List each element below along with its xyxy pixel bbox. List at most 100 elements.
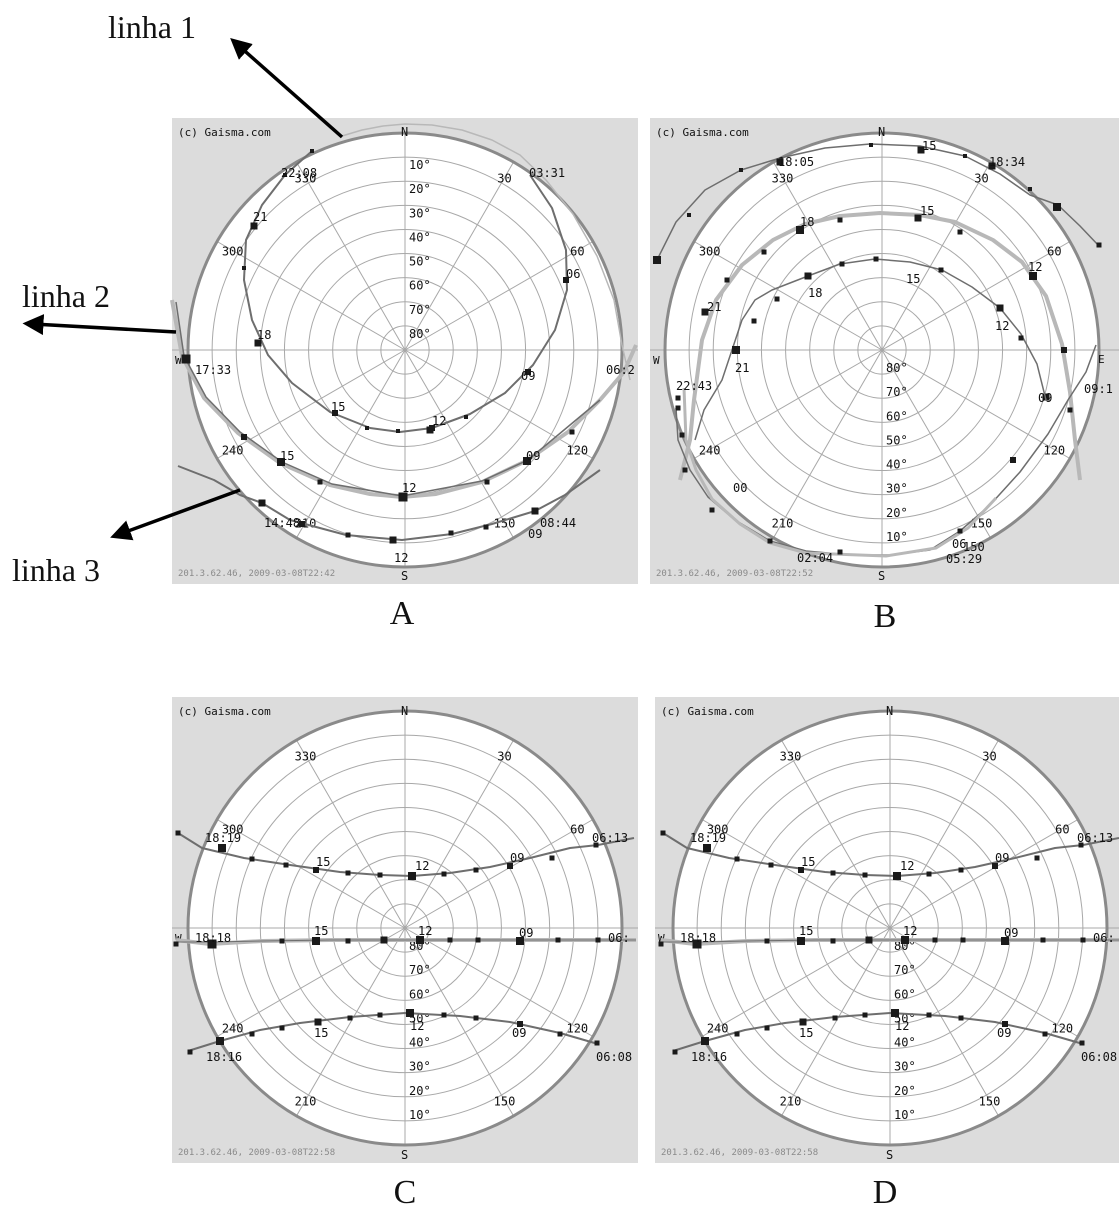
time-label: 09 (1004, 926, 1018, 940)
hour-marker (1080, 937, 1086, 943)
hour-marker (448, 530, 454, 536)
hour-marker (799, 1018, 807, 1026)
hour-marker (216, 1037, 224, 1045)
sun-path-panel-d: (c) Gaisma.com 201.3.62.46, 2009-03-08T22… (655, 697, 1119, 1163)
hour-marker (832, 1015, 838, 1021)
hour-marker (299, 521, 305, 527)
hour-marker (525, 369, 531, 375)
arrow-linha1 (230, 38, 344, 139)
time-label: 15 (314, 924, 328, 938)
time-label: 18:18 (680, 931, 716, 945)
azimuth-label: 240 (699, 444, 721, 458)
time-label: 15 (314, 1026, 328, 1040)
hour-marker (254, 339, 262, 347)
hour-marker (692, 939, 702, 949)
azimuth-label: 300 (222, 245, 244, 259)
time-label: 12 (402, 481, 416, 495)
hour-marker (314, 1018, 322, 1026)
altitude-label: 20° (894, 1084, 916, 1098)
hour-marker (938, 267, 944, 273)
hour-marker (1001, 937, 1009, 945)
altitude-label: 70° (409, 963, 431, 977)
azimuth-spoke (781, 927, 891, 1117)
hour-marker (312, 937, 320, 945)
time-label: 12 (432, 414, 446, 428)
hour-marker (277, 458, 285, 466)
time-label: 03:31 (529, 166, 565, 180)
hour-marker (517, 1021, 523, 1027)
azimuth-label: 120 (1051, 1022, 1073, 1036)
azimuth-spoke (404, 241, 594, 351)
callout-linha3: linha 3 (12, 552, 100, 588)
hour-marker (447, 937, 453, 943)
hour-marker (830, 870, 836, 876)
time-label: 12 (895, 1019, 909, 1033)
time-label: 15 (280, 449, 294, 463)
hour-marker (751, 318, 757, 324)
hour-marker (901, 936, 909, 944)
altitude-label: 20° (409, 1084, 431, 1098)
compass-north: N (401, 704, 408, 718)
hour-marker (873, 256, 879, 262)
compass-north: N (886, 704, 893, 718)
sun-path-panel-c: (c) Gaisma.com 201.3.62.46, 2009-03-08T22… (172, 697, 638, 1163)
hour-marker (893, 872, 901, 880)
hour-marker (380, 936, 388, 944)
hour-marker (1042, 1031, 1048, 1037)
hour-marker (958, 1015, 964, 1021)
compass-south: S (401, 1148, 408, 1162)
hour-marker (734, 856, 740, 862)
azimuth-spoke (216, 927, 406, 1037)
hour-marker (441, 871, 447, 877)
hour-marker (377, 1012, 383, 1018)
time-label: 06 (566, 267, 580, 281)
azimuth-spoke (404, 819, 594, 929)
azimuth-label: 30 (497, 172, 511, 186)
time-label: 05:29 (946, 552, 982, 566)
compass-north: N (401, 125, 408, 139)
hour-marker (377, 872, 383, 878)
time-label: 09 (528, 527, 542, 541)
footer-stamp: 201.3.62.46, 2009-03-08T22:58 (661, 1148, 818, 1158)
azimuth-label: 150 (494, 1094, 516, 1108)
hour-marker (798, 867, 804, 873)
hour-marker (1028, 187, 1032, 191)
azimuth-spoke (773, 161, 883, 351)
altitude-label: 30° (886, 482, 908, 496)
altitude-label: 40° (409, 230, 431, 244)
time-label: 12 (900, 859, 914, 873)
altitude-label: 70° (894, 963, 916, 977)
altitude-label: 50° (409, 255, 431, 269)
azimuth-spoke (889, 927, 999, 1117)
hour-marker (279, 1025, 285, 1031)
panel-label-b: B (874, 598, 897, 635)
azimuth-label: 210 (295, 1094, 317, 1108)
hour-marker (1002, 1021, 1008, 1027)
hour-marker (345, 938, 351, 944)
hour-marker (660, 830, 666, 836)
callouts: linha 1 linha 2 linha 3 A B C D (12, 9, 897, 1207)
compass-south: S (878, 569, 885, 583)
azimuth-label: 240 (707, 1022, 729, 1036)
hour-marker (703, 844, 711, 852)
azimuth-label: 60 (1047, 245, 1061, 259)
hour-marker (557, 1031, 563, 1037)
hour-marker (279, 938, 285, 944)
altitude-label: 30° (409, 1060, 431, 1074)
time-label: 18:19 (690, 831, 726, 845)
hour-marker (563, 277, 569, 283)
hour-marker (839, 261, 845, 267)
hour-marker (830, 938, 836, 944)
time-label: 18:34 (989, 155, 1025, 169)
azimuth-spoke (693, 349, 883, 459)
azimuth-label: 300 (222, 823, 244, 837)
sun-curve-dark (243, 150, 568, 433)
panel-label-a: A (390, 595, 415, 632)
hour-marker (332, 410, 338, 416)
hour-marker (837, 217, 843, 223)
hour-marker (682, 467, 688, 473)
hour-marker (960, 937, 966, 943)
time-label: 09 (519, 926, 533, 940)
altitude-label: 50° (886, 433, 908, 447)
hour-marker (531, 507, 539, 515)
